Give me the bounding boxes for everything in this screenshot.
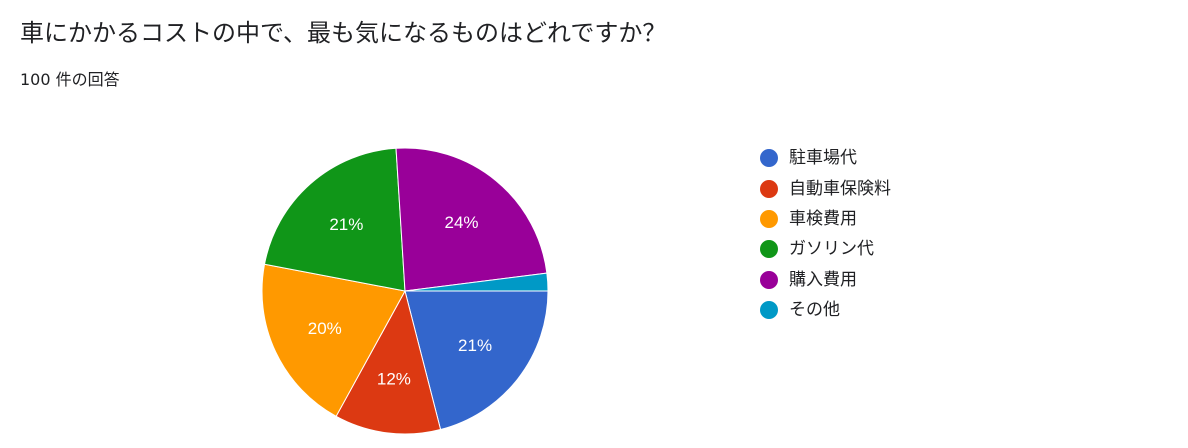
chart-legend: 駐車場代自動車保険料 車検費用ガソリン代購入費用その他: [760, 143, 891, 325]
pie-slice-3[interactable]: [263, 147, 406, 292]
legend-item-0[interactable]: 駐車場代: [760, 143, 891, 173]
legend-swatch: [760, 149, 778, 168]
legend-label: 車検費用: [789, 208, 857, 229]
legend-label: ガソリン代: [789, 239, 874, 260]
legend-swatch: [760, 179, 778, 198]
legend-item-5[interactable]: その他: [760, 295, 891, 325]
legend-label: 自動車保険料: [789, 178, 891, 199]
response-count: 100 件の回答: [20, 70, 120, 89]
legend-swatch: [760, 240, 778, 259]
legend-label: その他: [789, 300, 840, 321]
legend-swatch: [760, 270, 778, 289]
slice-label-3: 21%: [329, 215, 363, 234]
legend-item-2[interactable]: 車検費用: [760, 204, 891, 234]
legend-swatch: [760, 209, 778, 228]
slice-label-1: 12%: [377, 369, 411, 388]
legend-item-3[interactable]: ガソリン代: [760, 234, 891, 264]
pie-slice-1[interactable]: [335, 289, 442, 435]
pie-slice-5[interactable]: [404, 272, 549, 292]
pie-slice-4[interactable]: [395, 147, 548, 292]
pie-slice-2[interactable]: [261, 263, 406, 417]
slice-label-4: 24%: [444, 213, 478, 232]
legend-item-4[interactable]: 購入費用: [760, 265, 891, 295]
question-title: 車にかかるコストの中で、最も気になるものはどれですか？: [20, 19, 667, 47]
legend-swatch: [760, 301, 778, 320]
legend-item-1[interactable]: 自動車保険料: [760, 173, 891, 203]
legend-label: 購入費用: [789, 269, 857, 290]
slice-label-2: 20%: [308, 319, 342, 338]
legend-label: 駐車場代: [789, 148, 857, 169]
pie-slice-0[interactable]: [404, 290, 549, 431]
slice-label-0: 21%: [458, 336, 492, 355]
